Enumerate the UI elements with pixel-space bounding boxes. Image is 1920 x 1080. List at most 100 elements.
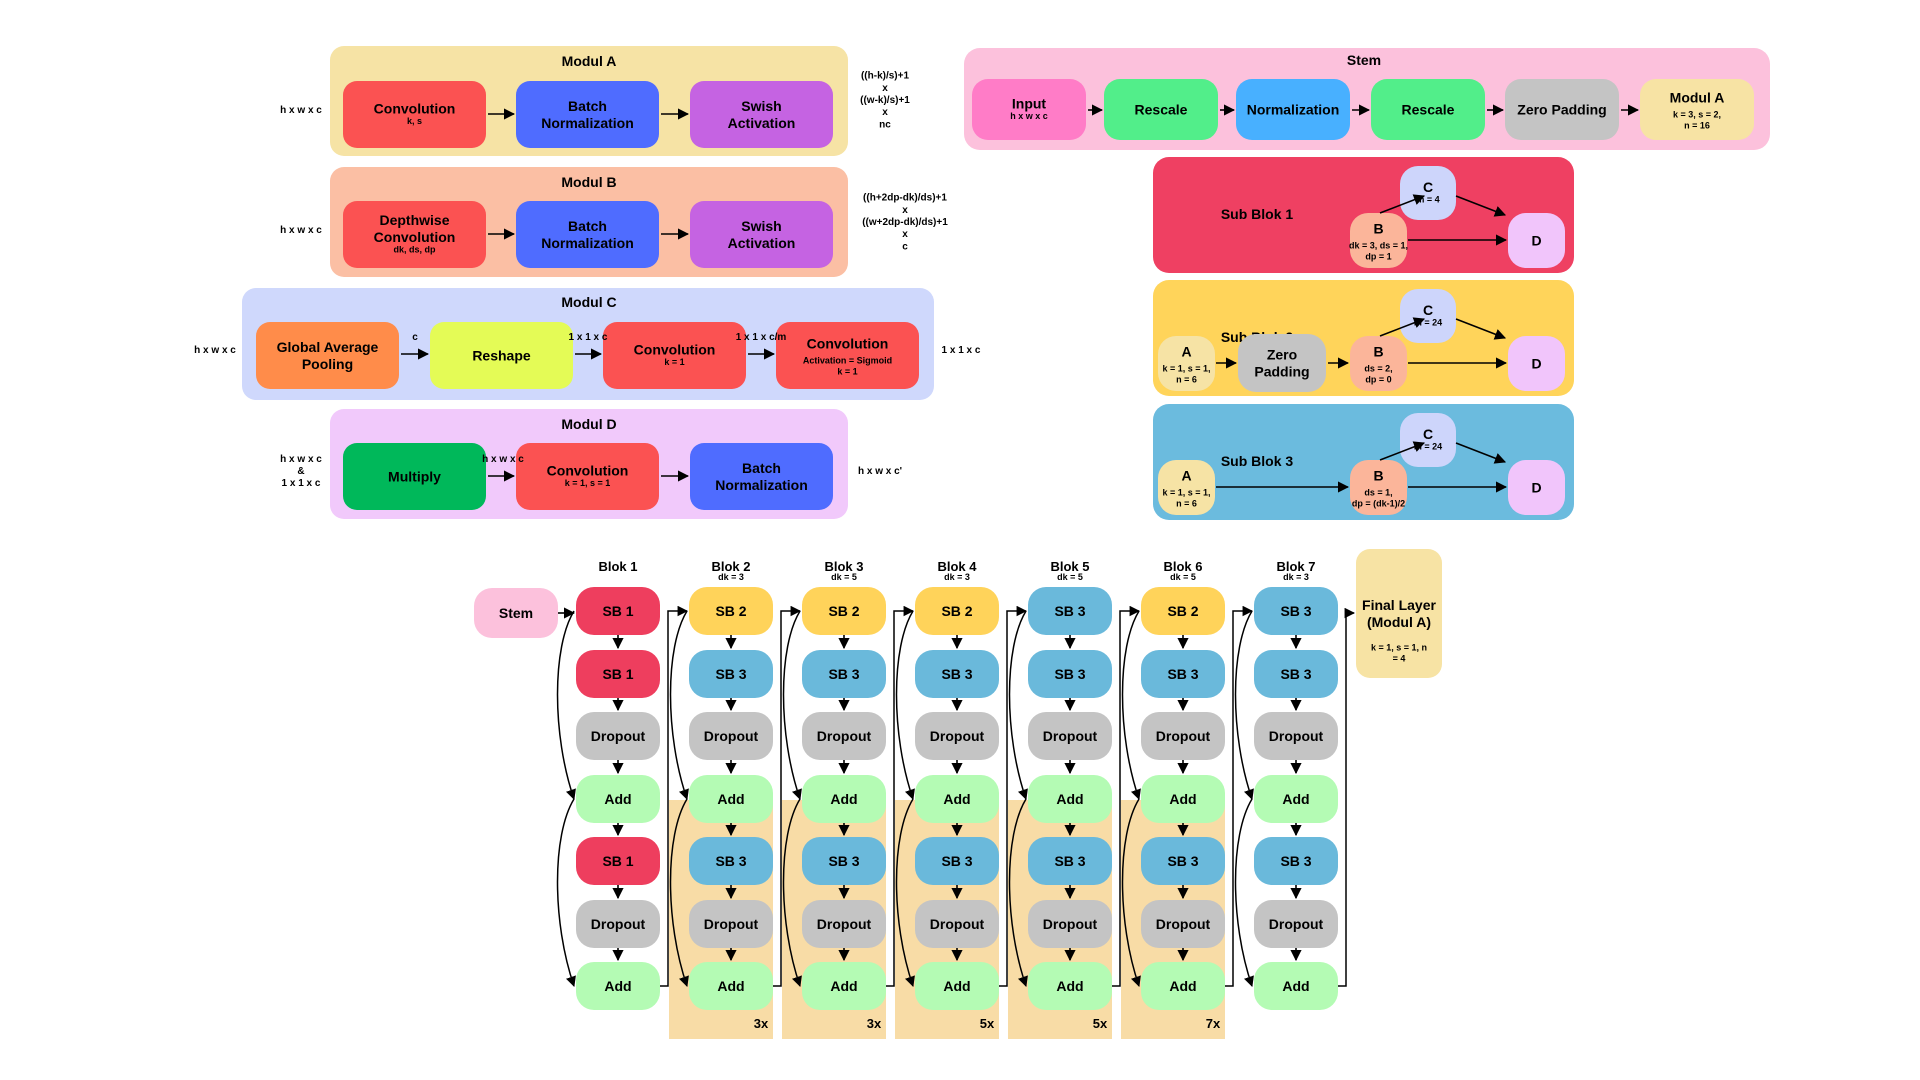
block-2-row-1 [689, 650, 773, 698]
modul-d-mid-dim: h x w x c [482, 454, 524, 465]
block-1-row-2-label: Dropout [591, 728, 646, 744]
subblock-arrow [1379, 441, 1426, 461]
block-5-row-5 [1028, 900, 1112, 948]
skip-connection-arrow [782, 610, 802, 800]
block-link-arrow [1338, 607, 1356, 987]
modul-d-multiply [343, 443, 486, 510]
modul-b-depthwise-conv-sub: dk, ds, dp [393, 244, 436, 254]
block-2-row-5-label: Dropout [704, 916, 759, 932]
skip-connection-arrow [1008, 610, 1028, 800]
block-2-row-4-label: SB 3 [715, 853, 746, 869]
block-3-row-0-label: SB 2 [828, 603, 859, 619]
block-4-row-1-label: SB 3 [941, 666, 972, 682]
block-3-row-4 [802, 837, 886, 885]
block-7-row-6 [1254, 962, 1338, 1010]
block-2-row-4 [689, 837, 773, 885]
block-6-row-2-label: Dropout [1156, 728, 1211, 744]
subblock-2-node-b-label: B [1373, 344, 1383, 360]
modul-d-multiply-label: Multiply [388, 469, 441, 485]
skip-connection-arrow [669, 798, 689, 987]
stem-box-5 [1640, 79, 1754, 140]
block-6-row-0-label: SB 2 [1167, 603, 1198, 619]
modul-b-title: Modul B [561, 174, 616, 190]
block-4-title: Blok 4 [937, 559, 977, 574]
modul-d-batch-norm [690, 443, 833, 510]
block-6-row-5 [1141, 900, 1225, 948]
modul-c-conv1-label: Convolution [634, 342, 716, 358]
subblock-1-node-d [1508, 213, 1565, 268]
subblock-2-node-d-label: D [1531, 356, 1541, 372]
subblock-2-node-b-sub: ds = 2, dp = 0 [1364, 363, 1392, 384]
subblock-3-node-a [1158, 460, 1215, 515]
block-7-row-1-label: SB 3 [1280, 666, 1311, 682]
modul-c-edge-1x1xc: 1 x 1 x c [569, 332, 608, 343]
modul-b-depthwise-conv [343, 201, 486, 268]
block-1-row-1-label: SB 1 [602, 666, 633, 682]
skip-connection-arrow [782, 798, 802, 987]
modul-c-panel [242, 288, 934, 400]
stem-box-4-label: Zero Padding [1517, 102, 1606, 118]
block-1-title: Blok 1 [598, 559, 637, 574]
block-6-row-2 [1141, 712, 1225, 760]
block-5-row-2 [1028, 712, 1112, 760]
stem-box-0-label: Input [1012, 96, 1047, 112]
block-4-repeat-label: 5x [980, 1016, 995, 1031]
block-6-row-3 [1141, 775, 1225, 823]
modul-a-batch-norm-label: Batch Normalization [541, 98, 634, 131]
modul-d-batch-norm-label: Batch Normalization [715, 460, 808, 493]
block-6-dk: dk = 5 [1170, 572, 1196, 582]
modul-d-output-dim: h x w x c' [858, 466, 902, 477]
modul-a-convolution-sub: k, s [407, 116, 422, 126]
subblock-arrow [1379, 317, 1426, 337]
block-4-row-6 [915, 962, 999, 1010]
block-1-row-5-label: Dropout [591, 916, 646, 932]
modul-b-swish-label: Swish Activation [728, 218, 796, 251]
modul-c-conv2 [776, 322, 919, 389]
network-final-layer-label: Final Layer (Modul A) [1362, 597, 1436, 630]
block-4-row-4 [915, 837, 999, 885]
subblock-3-node-b-sub: ds = 1, dp = (dk-1)/2 [1352, 487, 1405, 508]
block-1-row-3 [576, 775, 660, 823]
block-3-row-5 [802, 900, 886, 948]
block-1-row-0-label: SB 1 [602, 603, 633, 619]
block-6-row-4 [1141, 837, 1225, 885]
block-1-row-3-label: Add [604, 791, 631, 807]
block-2-row-6-label: Add [717, 978, 744, 994]
block-1-row-2 [576, 712, 660, 760]
block-4-row-1 [915, 650, 999, 698]
modul-a-batch-norm [516, 81, 659, 148]
block-4-row-0-label: SB 2 [941, 603, 972, 619]
block-6-row-6 [1141, 962, 1225, 1010]
block-5-row-1 [1028, 650, 1112, 698]
stem-box-3 [1371, 79, 1485, 140]
block-2-row-3 [689, 775, 773, 823]
subblock-1-node-b [1350, 213, 1407, 268]
modul-c-edge-1x1xcm: 1 x 1 x c/m [736, 332, 787, 343]
block-6-row-1-label: SB 3 [1167, 666, 1198, 682]
block-5-dk: dk = 5 [1057, 572, 1083, 582]
block-3-row-6-label: Add [830, 978, 857, 994]
block-7-row-3-label: Add [1282, 791, 1309, 807]
skip-connection-arrow [1121, 610, 1141, 800]
modul-d-convolution [516, 443, 659, 510]
stem-box-2-label: Normalization [1247, 102, 1340, 118]
modul-a-swish-label: Swish Activation [728, 98, 796, 131]
modul-a-swish [690, 81, 833, 148]
modul-a-input-dim: h x w x c [280, 105, 322, 116]
block-7-row-0 [1254, 587, 1338, 635]
block-3-row-2 [802, 712, 886, 760]
block-2-repeat-label: 3x [754, 1016, 769, 1031]
block-4-row-6-label: Add [943, 978, 970, 994]
modul-c-edge-c: c [412, 332, 418, 343]
subblock-3-title: Sub Blok 3 [1221, 453, 1294, 469]
block-link-arrow [1225, 605, 1254, 987]
stem-box-0 [972, 79, 1086, 140]
skip-connection-arrow [895, 610, 915, 800]
block-7-row-2-label: Dropout [1269, 728, 1324, 744]
modul-c-reshape-label: Reshape [472, 348, 531, 364]
stem-box-1-label: Rescale [1135, 102, 1188, 118]
skip-connection-arrow [669, 610, 689, 800]
block-1-row-0 [576, 587, 660, 635]
block-4-row-3 [915, 775, 999, 823]
modul-b-batch-norm [516, 201, 659, 268]
